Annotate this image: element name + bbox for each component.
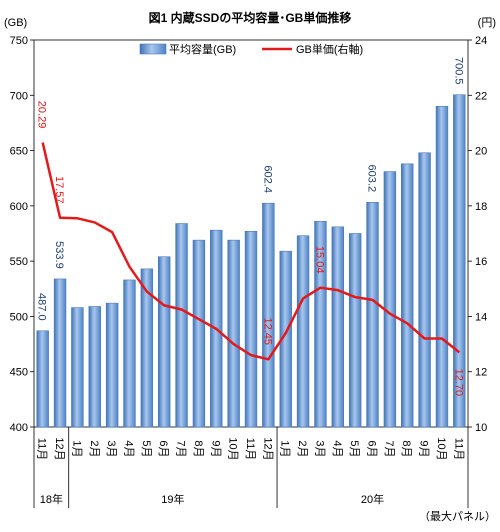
capacity-bar: [158, 257, 170, 427]
year-group-label: 20年: [361, 492, 384, 506]
y-right-tick-label: 12: [475, 367, 487, 379]
x-tick-label: 8月: [400, 440, 412, 457]
bar-data-label: 700.5: [452, 57, 464, 85]
x-tick-label: 1月: [279, 440, 291, 457]
bar-data-label: 487.0: [36, 293, 48, 321]
x-tick-label: 12月: [53, 437, 65, 460]
y-right-tick-label: 10: [475, 422, 487, 434]
capacity-bar: [228, 240, 240, 427]
capacity-bar: [193, 240, 205, 427]
y-right-tick-label: 18: [475, 201, 487, 213]
x-tick-label: 12月: [261, 437, 273, 460]
capacity-bar: [419, 153, 431, 427]
y-left-tick-label: 650: [10, 146, 28, 158]
capacity-bar: [176, 224, 188, 427]
y-right-tick-label: 16: [475, 256, 487, 268]
capacity-bar: [106, 303, 118, 427]
legend-line-label: GB単価(右軸): [296, 42, 363, 56]
x-tick-label: 9月: [209, 440, 221, 457]
capacity-bar: [384, 172, 396, 427]
year-group-label: 19年: [161, 492, 184, 506]
capacity-bar: [332, 227, 344, 427]
x-tick-label: 4月: [122, 440, 134, 457]
x-tick-label: 1月: [70, 440, 82, 457]
x-tick-label: 3月: [313, 440, 325, 457]
y-left-tick-label: 450: [10, 367, 28, 379]
y-left-tick-label: 550: [10, 256, 28, 268]
x-tick-label: 10月: [435, 437, 447, 460]
capacity-bar: [71, 308, 83, 427]
y-right-tick-label: 22: [475, 90, 487, 102]
capacity-bar: [89, 306, 101, 427]
x-tick-label: 11月: [452, 438, 464, 460]
chart-title: 図1 内蔵SSDの平均容量･GB単価推移: [149, 10, 352, 25]
x-tick-label: 6月: [366, 440, 378, 457]
y-right-tick-label: 14: [475, 311, 487, 323]
x-tick-label: 4月: [331, 440, 343, 457]
capacity-bar: [367, 202, 379, 427]
x-tick-label: 7月: [175, 440, 187, 457]
y-left-tick-label: 700: [10, 90, 28, 102]
legend-bar-label: 平均容量(GB): [169, 42, 236, 56]
year-group-label: 18年: [40, 492, 63, 506]
x-tick-label: 5月: [140, 440, 152, 457]
bars-series: [37, 95, 465, 427]
capacity-bar: [297, 236, 309, 427]
x-tick-label: 6月: [157, 440, 169, 457]
x-tick-label: 7月: [383, 440, 395, 457]
x-tick-label: 10月: [227, 437, 239, 460]
x-tick-label: 9月: [418, 440, 430, 457]
x-tick-label: 11月: [36, 438, 48, 460]
capacity-bar: [436, 106, 448, 427]
capacity-bar: [401, 164, 413, 427]
price-data-label: 20.29: [36, 101, 48, 129]
y-left-tick-label: 750: [10, 35, 28, 47]
y-left-tick-label: 500: [10, 311, 28, 323]
legend-bar-swatch: [140, 44, 166, 54]
panel-note: （最大パネル）: [419, 509, 496, 523]
x-tick-label: 11月: [244, 438, 256, 460]
y-left-tick-label: 400: [10, 422, 28, 434]
y-left-tick-label: 600: [10, 201, 28, 213]
capacity-bar: [54, 279, 66, 427]
y-left-unit: (GB): [4, 17, 27, 29]
capacity-bar: [262, 203, 274, 427]
price-data-label: 17.57: [53, 176, 65, 204]
x-tick-label: 3月: [105, 440, 117, 457]
bar-data-label: 602.4: [261, 165, 273, 193]
bar-data-label: 533.9: [53, 241, 65, 269]
y-right-tick-label: 24: [475, 35, 487, 47]
price-data-label: 15.04: [313, 246, 325, 274]
capacity-bar: [349, 234, 361, 428]
legend: 平均容量(GB) GB単価(右軸): [140, 42, 363, 56]
x-tick-label: 5月: [348, 440, 360, 457]
price-data-label: 12.45: [261, 318, 273, 346]
y-right-unit: (円): [478, 17, 496, 29]
x-tick-label: 2月: [296, 440, 308, 457]
bar-data-label: 603.2: [366, 165, 378, 193]
x-axis: 11月 12月 1月 2月 3月 4月 5月 6月 7月 8月 9月 10月 11月 12月 1月 2月 3月 4…: [34, 427, 468, 508]
capacity-bar: [37, 331, 49, 427]
capacity-bar: [245, 231, 257, 427]
capacity-bar: [124, 280, 136, 427]
price-data-label: 12.70: [452, 369, 464, 397]
y-right-tick-label: 20: [475, 146, 487, 158]
x-tick-label: 8月: [192, 440, 204, 457]
x-tick-label: 2月: [88, 440, 100, 457]
